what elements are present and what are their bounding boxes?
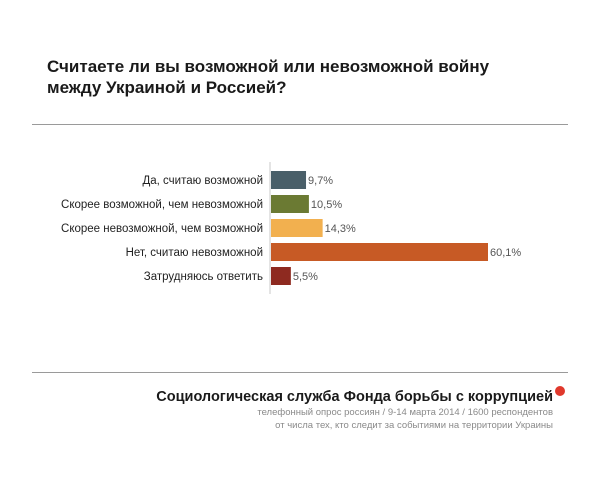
bar (271, 267, 291, 285)
bar (271, 243, 488, 261)
organization-name: Социологическая служба Фонда борьбы с ко… (156, 389, 553, 405)
bar (271, 219, 323, 237)
category-label: Нет, считаю невозможной (126, 247, 263, 259)
chart-question-title: Считаете ли вы возможной или невозможной… (47, 57, 490, 97)
category-label: Затрудняюсь ответить (144, 271, 263, 283)
bar-value-label: 9,7% (308, 175, 333, 187)
category-label: Да, считаю возможной (142, 175, 263, 187)
survey-note-line-2: от числа тех, кто следит за событиями на… (275, 420, 553, 431)
brand-dot-icon (555, 386, 565, 396)
bar (271, 195, 309, 213)
category-label: Скорее невозможной, чем возможной (61, 223, 263, 235)
bar-value-label: 60,1% (490, 247, 521, 259)
bottom-divider (32, 372, 568, 373)
category-label: Скорее возможной, чем невозможной (61, 199, 263, 211)
bar-value-label: 14,3% (325, 223, 356, 235)
top-divider (32, 124, 568, 125)
bar-value-label: 5,5% (293, 271, 318, 283)
bar-chart: Да, считаю возможной 9,7% Скорее возможной… (61, 162, 521, 294)
bar (271, 171, 307, 189)
bar-value-label: 10,5% (311, 199, 342, 211)
survey-note-line-1: телефонный опрос россиян / 9-14 марта 20… (257, 407, 553, 418)
